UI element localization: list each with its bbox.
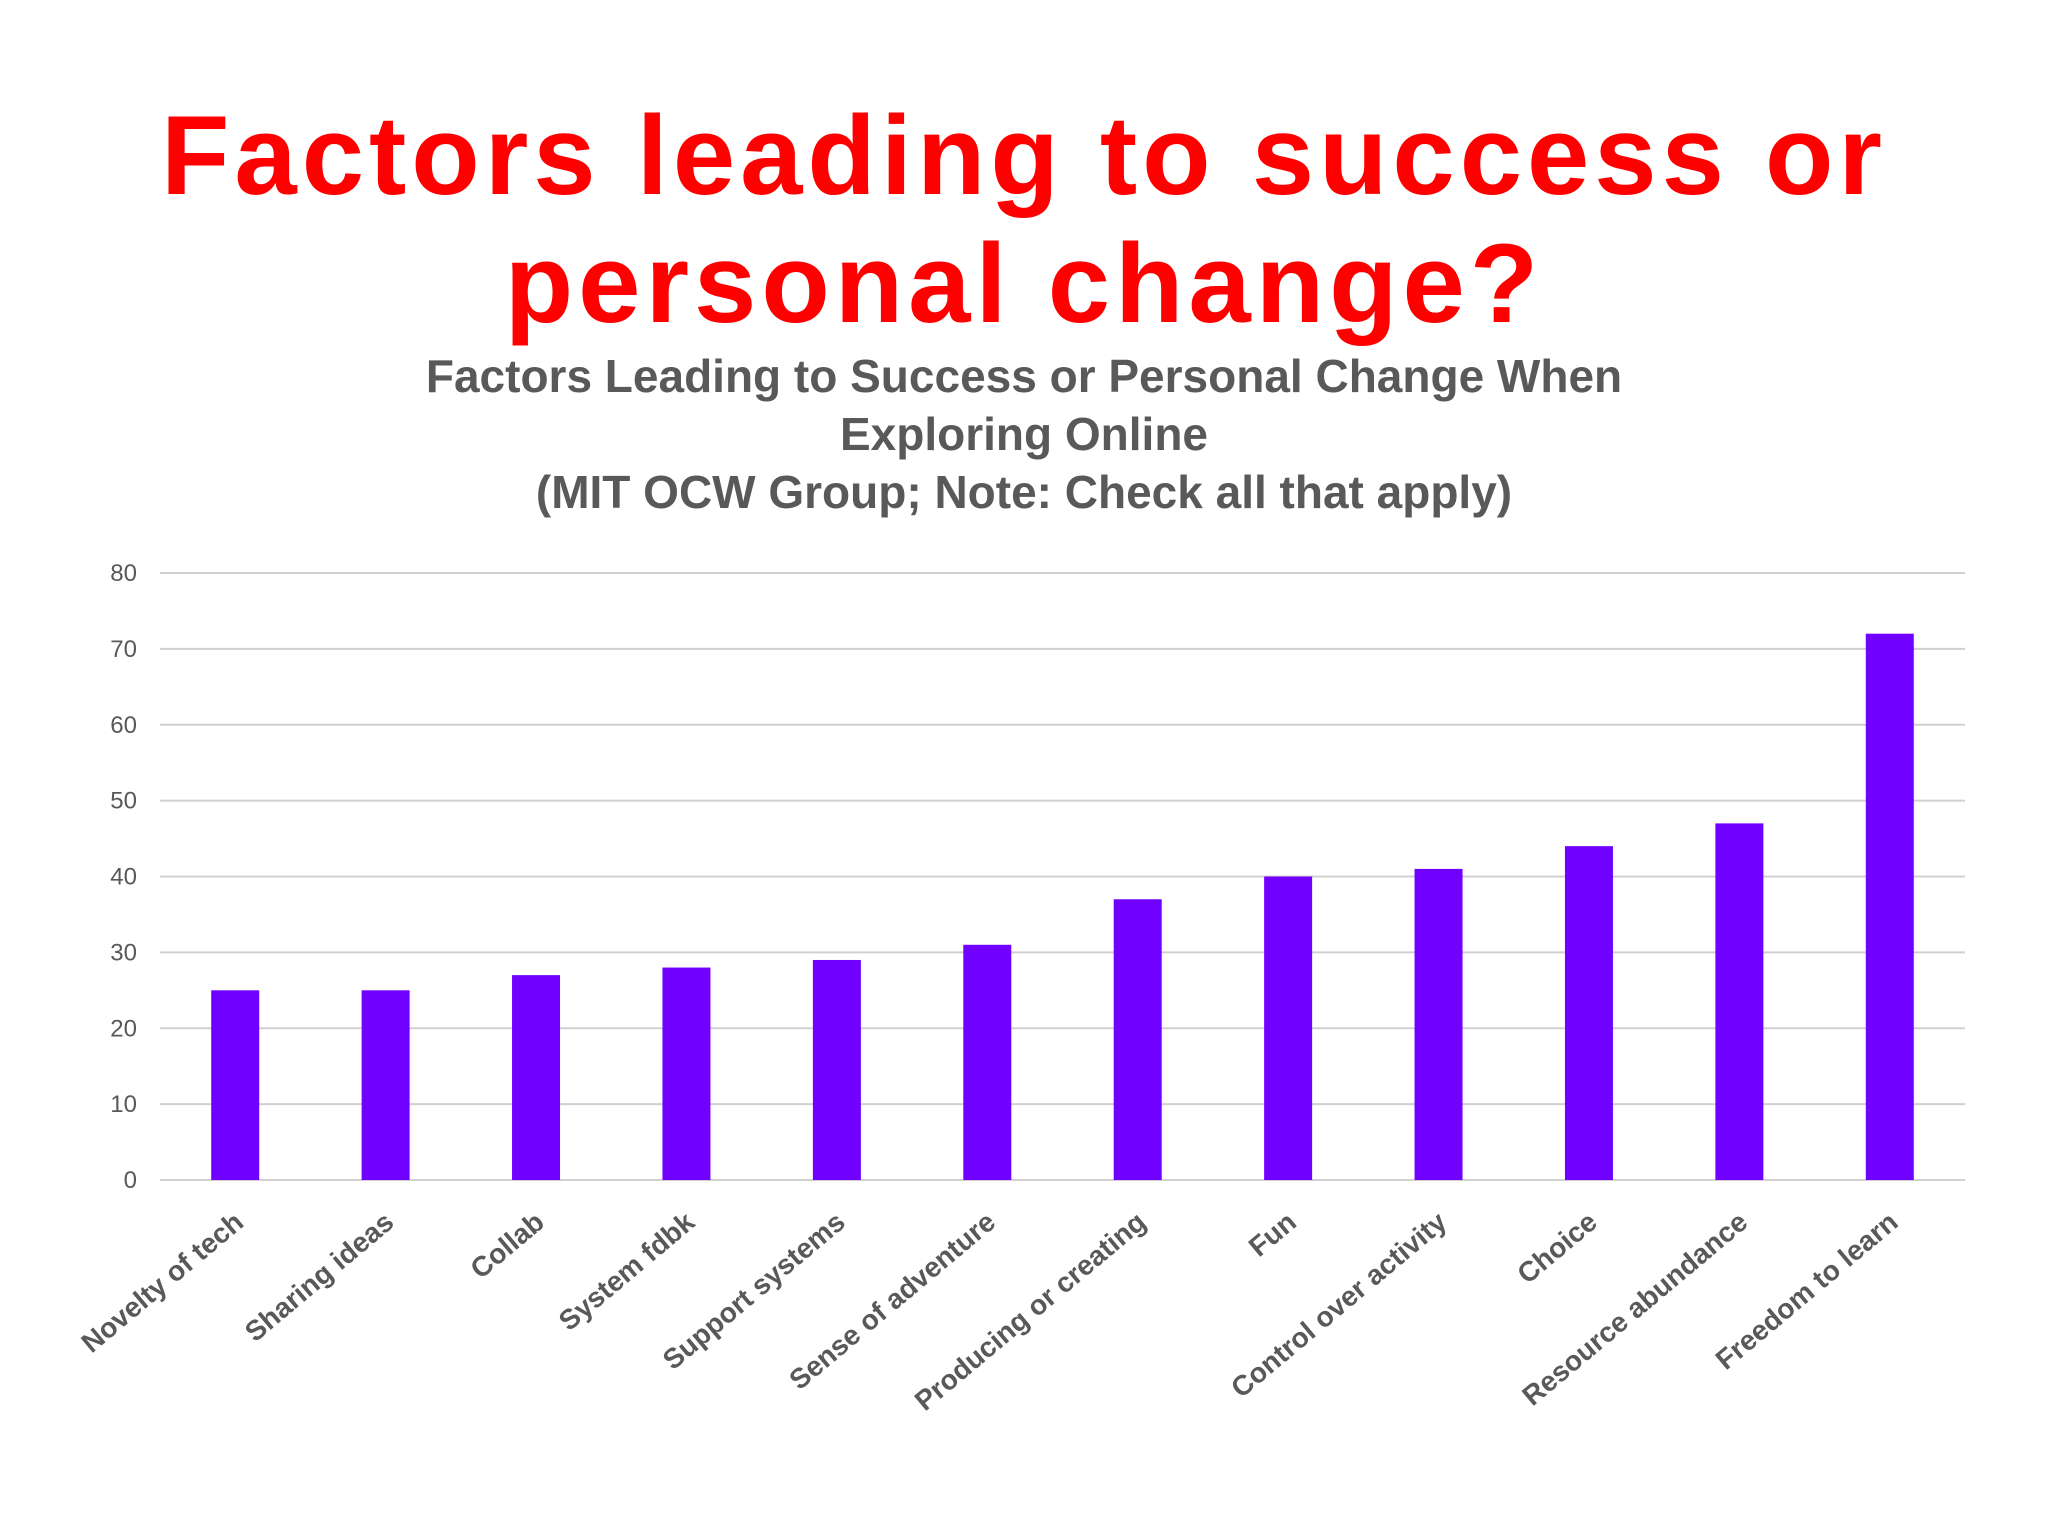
slide-title: Factors leading to success or personal c… [0, 92, 2048, 348]
slide-title-line-2: personal change? [504, 221, 1544, 346]
bar-11 [1715, 823, 1764, 1180]
bar-9 [1414, 868, 1463, 1180]
y-tick-label: 50 [110, 788, 137, 815]
x-tick-label: System fdbk [553, 1206, 701, 1337]
y-tick-label: 0 [124, 1167, 137, 1194]
bar-12 [1865, 633, 1914, 1180]
bar-4 [662, 967, 711, 1180]
bar-6 [963, 944, 1012, 1180]
y-tick-label: 70 [110, 636, 137, 663]
chart-title-line-2: Exploring Online [840, 408, 1208, 460]
bar-1 [211, 990, 260, 1180]
bar-2 [361, 990, 410, 1180]
bars [211, 633, 1914, 1180]
y-axis-ticks: 0 10 20 30 40 50 60 70 80 [110, 560, 137, 1194]
y-tick-label: 20 [110, 1015, 137, 1042]
chart-title: Factors Leading to Success or Personal C… [426, 350, 1622, 518]
x-tick-label: Collab [464, 1206, 549, 1285]
chart-title-line-3: (MIT OCW Group; Note: Check all that app… [536, 466, 1512, 518]
bar-10 [1564, 846, 1613, 1180]
y-tick-label: 30 [110, 939, 137, 966]
bar-5 [812, 959, 861, 1180]
bar-3 [512, 975, 561, 1180]
x-tick-label: Sharing ideas [239, 1206, 400, 1348]
gridlines [160, 572, 1965, 1181]
y-tick-label: 10 [110, 1091, 137, 1118]
y-tick-label: 40 [110, 864, 137, 891]
slide-title-line-1: Factors leading to success or [161, 93, 1887, 218]
x-tick-label: Choice [1511, 1206, 1602, 1290]
x-tick-label: Fun [1243, 1206, 1302, 1263]
y-tick-label: 60 [110, 712, 137, 739]
x-tick-label: Novelty of tech [75, 1206, 249, 1359]
bar-7 [1113, 899, 1162, 1180]
y-tick-label: 80 [110, 560, 137, 587]
bar-8 [1264, 876, 1313, 1180]
chart-title-line-1: Factors Leading to Success or Personal C… [426, 350, 1622, 402]
